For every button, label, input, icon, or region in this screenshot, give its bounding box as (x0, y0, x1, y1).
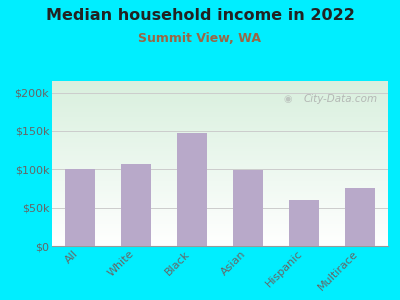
Bar (233, 170, 264, 246)
Bar (177, 133, 208, 246)
Text: ◉: ◉ (284, 94, 292, 104)
Bar (121, 164, 151, 246)
Text: Summit View, WA: Summit View, WA (138, 32, 262, 44)
Bar (289, 200, 320, 246)
Bar (344, 188, 375, 246)
Text: Median household income in 2022: Median household income in 2022 (46, 8, 354, 22)
Bar (64, 169, 96, 246)
Text: City-Data.com: City-Data.com (304, 94, 378, 104)
